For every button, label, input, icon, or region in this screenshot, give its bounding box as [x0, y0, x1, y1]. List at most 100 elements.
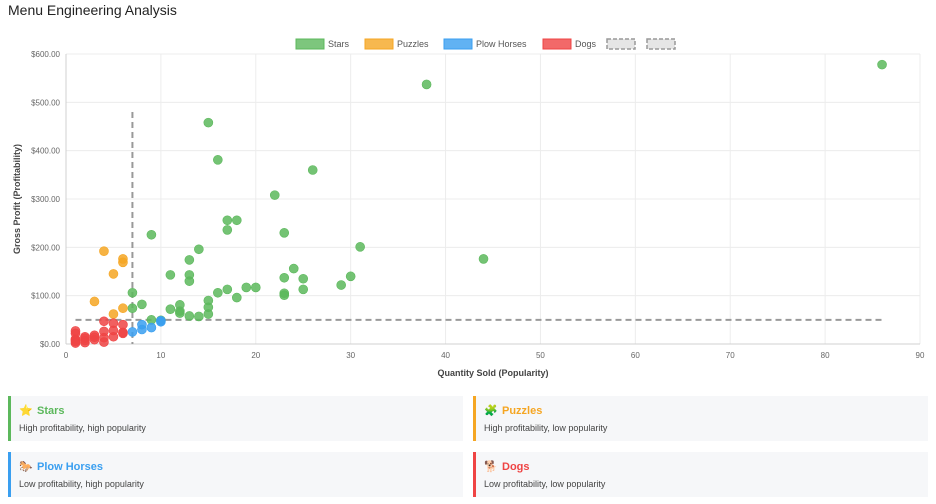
- data-point-plow-horses: [137, 324, 147, 335]
- data-point-dogs: [118, 328, 128, 339]
- star-icon: ⭐: [19, 405, 33, 417]
- x-tick-label: 40: [441, 351, 450, 360]
- card-puzzles: 🧩 Puzzles High profitability, low popular…: [473, 396, 928, 441]
- scatter-chart: 0 10 20 30 40 50 60 70 80 90 $0.00 $100.00 $200.00 $3…: [12, 38, 925, 378]
- data-point-stars: [203, 117, 214, 128]
- card-description: High profitability, high popularity: [19, 423, 146, 433]
- data-point-stars: [269, 190, 280, 200]
- data-point-stars: [127, 303, 138, 314]
- data-point-stars: [250, 282, 261, 293]
- data-point-stars: [146, 229, 157, 240]
- data-point-stars: [877, 59, 887, 70]
- data-point-dogs: [99, 316, 109, 327]
- y-tick-label: $600.00: [31, 50, 60, 59]
- card-stars: ⭐ Stars High profitability, high populari…: [8, 396, 463, 441]
- data-point-dogs: [89, 332, 100, 343]
- data-point-stars: [184, 255, 195, 265]
- data-point-stars: [421, 79, 432, 90]
- legend-swatch-threshold: [606, 38, 636, 50]
- x-tick-label: 60: [631, 351, 640, 360]
- legend-swatch: [443, 38, 473, 50]
- horse-icon: 🐎: [19, 461, 33, 473]
- card-title: Stars: [37, 405, 65, 417]
- card-title: Puzzles: [502, 405, 543, 417]
- data-point-plow-horses: [127, 327, 138, 337]
- legend-swatch: [364, 38, 394, 50]
- data-point-stars: [213, 287, 223, 298]
- y-tick-label: $200.00: [31, 243, 60, 252]
- data-point-plow-horses: [146, 322, 157, 333]
- y-tick-label: $0.00: [40, 340, 61, 349]
- data-point-dogs: [80, 337, 90, 348]
- data-point-stars: [194, 311, 204, 322]
- data-point-stars: [355, 242, 365, 252]
- page-title: Menu Engineering Analysis: [8, 2, 177, 18]
- x-tick-label: 30: [346, 351, 355, 360]
- data-point-stars: [345, 271, 356, 282]
- data-point-stars: [232, 292, 242, 303]
- data-point-stars: [298, 273, 309, 284]
- y-tick-label: $300.00: [31, 195, 60, 204]
- data-point-puzzles: [118, 303, 128, 314]
- data-point-stars: [336, 280, 346, 290]
- legend-label: Plow Horses: [476, 39, 527, 49]
- data-point-stars: [127, 287, 138, 298]
- data-point-dogs: [70, 338, 81, 348]
- x-tick-label: 50: [536, 351, 545, 360]
- data-point-dogs: [99, 337, 109, 347]
- x-axis-title: Quantity Sold (Popularity): [437, 368, 548, 378]
- y-axis-title: Gross Profit (Profitability): [12, 144, 22, 254]
- legend-label: Dogs: [575, 39, 597, 49]
- data-point-stars: [279, 290, 290, 300]
- data-point-dogs: [108, 325, 119, 336]
- data-point-stars: [298, 284, 309, 295]
- data-point-stars: [222, 215, 233, 226]
- card-description: High profitability, low popularity: [484, 423, 608, 433]
- puzzle-icon: 🧩: [484, 405, 498, 417]
- card-plow-horses: 🐎 Plow Horses Low profitability, high pop…: [8, 452, 463, 497]
- data-point-stars: [184, 276, 195, 286]
- data-point-stars: [478, 254, 489, 264]
- data-point-stars: [165, 270, 176, 280]
- card-title: Plow Horses: [37, 461, 104, 473]
- data-point-stars: [203, 309, 214, 319]
- legend-swatch-threshold: [646, 38, 676, 50]
- x-tick-label: 10: [156, 351, 165, 360]
- card-description: Low profitability, high popularity: [19, 479, 144, 489]
- legend-swatch: [542, 38, 572, 50]
- data-point-puzzles: [118, 257, 128, 268]
- legend-label: Stars: [328, 39, 350, 49]
- data-point-stars: [175, 308, 185, 318]
- data-point-puzzles: [108, 269, 119, 279]
- x-tick-label: 20: [251, 351, 260, 360]
- data-point-stars: [184, 311, 195, 321]
- data-point-stars: [232, 215, 242, 226]
- data-point-stars: [213, 155, 223, 165]
- data-point-plow-horses: [156, 316, 166, 327]
- data-point-stars: [165, 304, 176, 315]
- data-point-puzzles: [89, 296, 100, 307]
- legend-swatch: [295, 38, 325, 50]
- data-point-stars: [222, 284, 233, 295]
- data-point-stars: [279, 228, 290, 238]
- card-description: Low profitability, low popularity: [484, 479, 606, 489]
- data-point-stars: [194, 244, 204, 255]
- data-point-stars: [288, 263, 299, 274]
- y-tick-label: $500.00: [31, 98, 60, 107]
- y-tick-label: $100.00: [31, 292, 60, 301]
- data-point-stars: [137, 299, 147, 310]
- data-point-puzzles: [99, 246, 109, 256]
- legend-label: Puzzles: [397, 39, 429, 49]
- x-tick-label: 0: [64, 351, 69, 360]
- card-dogs: 🐕 Dogs Low profitability, low popularity: [473, 452, 928, 497]
- x-tick-label: 70: [726, 351, 735, 360]
- dog-icon: 🐕: [484, 461, 498, 473]
- quadrant-cards: ⭐ Stars High profitability, high populari…: [8, 396, 928, 500]
- y-tick-label: $400.00: [31, 147, 60, 156]
- data-point-puzzles: [108, 309, 119, 319]
- data-point-stars: [307, 165, 318, 175]
- x-tick-label: 90: [916, 351, 925, 360]
- data-point-stars: [279, 272, 290, 283]
- data-point-stars: [222, 225, 233, 235]
- x-tick-label: 80: [821, 351, 830, 360]
